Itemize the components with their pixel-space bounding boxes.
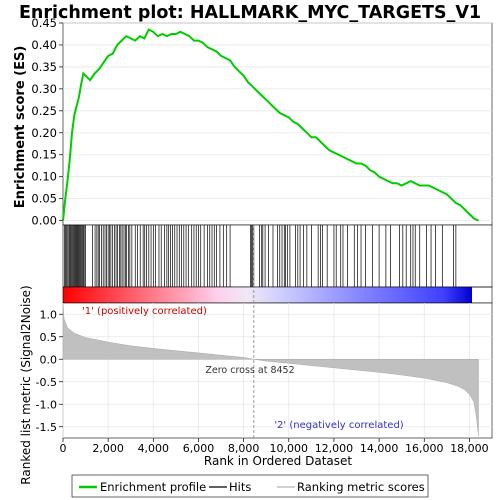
x-tick-label: 4,000: [138, 442, 170, 455]
es-tick-label: 0.05: [31, 192, 57, 206]
es-tick-label: 0.10: [31, 170, 57, 184]
es-y-ticks: 0.00 0.05 0.10 0.15 0.20 0.25 0.30 0.35 0.40 0.45: [31, 16, 63, 228]
metric-y-axis-label: Ranked list metric (Signal2Noise): [19, 285, 33, 484]
x-tick-label: 6,000: [183, 442, 215, 455]
es-y-axis-label: Enrichment score (ES): [13, 46, 28, 209]
x-tick-label: 10,000: [270, 442, 309, 455]
metric-tick-label: -1.0: [36, 398, 57, 411]
x-axis-label: Rank in Ordered Dataset: [204, 454, 352, 468]
es-tick-label: 0.40: [31, 38, 57, 52]
metric-y-ticks: -1.5 -1.0 -0.5 0.0 0.5 1.0: [36, 308, 63, 434]
x-tick-label: 14,000: [360, 442, 399, 455]
x-tick-label: 16,000: [405, 442, 444, 455]
metric-tick-label: 0.0: [40, 353, 58, 366]
ranking-color-bar: [63, 287, 472, 303]
legend-metric-label: Ranking metric scores: [297, 480, 425, 494]
x-tick-label: 12,000: [315, 442, 354, 455]
es-panel: [62, 22, 493, 226]
negative-correlation-label: '2' (negatively correlated): [274, 420, 403, 431]
es-tick-label: 0.20: [31, 126, 57, 140]
es-tick-label: 0.15: [31, 148, 57, 162]
metric-tick-label: -1.5: [36, 421, 57, 434]
es-tick-label: 0.35: [31, 60, 57, 74]
legend-enrichment-label: Enrichment profile: [100, 480, 206, 494]
positive-correlation-label: '1' (positively correlated): [82, 306, 207, 317]
hit-markers: [64, 225, 457, 287]
es-tick-label: 0.45: [31, 16, 57, 30]
chart-title: Enrichment plot: HALLMARK_MYC_TARGETS_V1: [19, 3, 481, 23]
legend-hits-label: Hits: [229, 480, 251, 494]
metric-x-ticks: 0 2,000 4,000 6,000 8,000 10,000 12,000 14,000 1…: [60, 438, 489, 455]
x-tick-label: 18,000: [450, 442, 489, 455]
zero-cross-label: Zero cross at 8452: [205, 365, 294, 376]
es-tick-label: 0.25: [31, 104, 57, 118]
ranking-metric-area: [62, 302, 479, 436]
enrichment-profile-line: [62, 28, 479, 222]
es-tick-label: 0.00: [31, 214, 57, 228]
es-tick-label: 0.30: [31, 82, 57, 96]
metric-tick-label: 0.5: [40, 331, 58, 344]
legend-box: [71, 474, 429, 498]
x-tick-label: 2,000: [92, 442, 124, 455]
metric-tick-label: -0.5: [36, 376, 57, 389]
x-tick-label: 8,000: [228, 442, 260, 455]
x-tick-label: 0: [60, 442, 67, 455]
metric-tick-label: 1.0: [40, 308, 58, 321]
